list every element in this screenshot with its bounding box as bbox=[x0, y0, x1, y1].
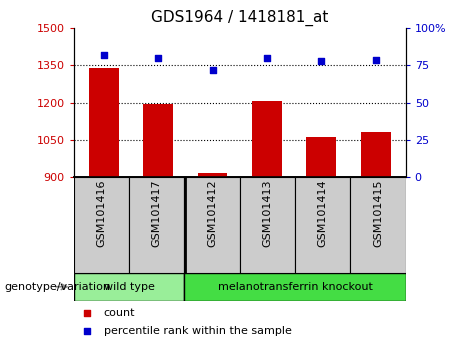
Bar bbox=[198, 173, 227, 177]
Text: GSM101415: GSM101415 bbox=[373, 180, 383, 247]
Point bbox=[100, 52, 107, 58]
Bar bbox=[252, 101, 282, 177]
Bar bbox=[350, 177, 406, 273]
Text: GSM101414: GSM101414 bbox=[318, 180, 328, 247]
Point bbox=[83, 329, 91, 334]
Text: percentile rank within the sample: percentile rank within the sample bbox=[104, 326, 291, 337]
Text: wild type: wild type bbox=[104, 282, 154, 292]
Text: GSM101413: GSM101413 bbox=[262, 180, 272, 247]
Point bbox=[318, 58, 325, 64]
Title: GDS1964 / 1418181_at: GDS1964 / 1418181_at bbox=[151, 9, 328, 25]
Bar bbox=[184, 273, 406, 301]
Text: genotype/variation: genotype/variation bbox=[5, 282, 111, 292]
FancyBboxPatch shape bbox=[74, 177, 406, 273]
Bar bbox=[295, 177, 350, 273]
Bar bbox=[307, 137, 337, 177]
Bar bbox=[184, 177, 240, 273]
Bar bbox=[240, 177, 295, 273]
Bar bbox=[361, 132, 391, 177]
Text: melanotransferrin knockout: melanotransferrin knockout bbox=[218, 282, 372, 292]
Text: count: count bbox=[104, 308, 135, 318]
Bar bbox=[74, 273, 184, 301]
Bar bbox=[143, 104, 173, 177]
Text: GSM101412: GSM101412 bbox=[207, 180, 217, 247]
Bar bbox=[74, 177, 129, 273]
Point bbox=[209, 67, 216, 73]
Bar bbox=[89, 68, 118, 177]
Bar bbox=[129, 177, 184, 273]
Point bbox=[83, 310, 91, 316]
Point bbox=[263, 55, 271, 61]
Point bbox=[154, 55, 162, 61]
Text: GSM101416: GSM101416 bbox=[96, 180, 106, 247]
Point bbox=[372, 57, 379, 62]
Text: GSM101417: GSM101417 bbox=[152, 180, 162, 247]
